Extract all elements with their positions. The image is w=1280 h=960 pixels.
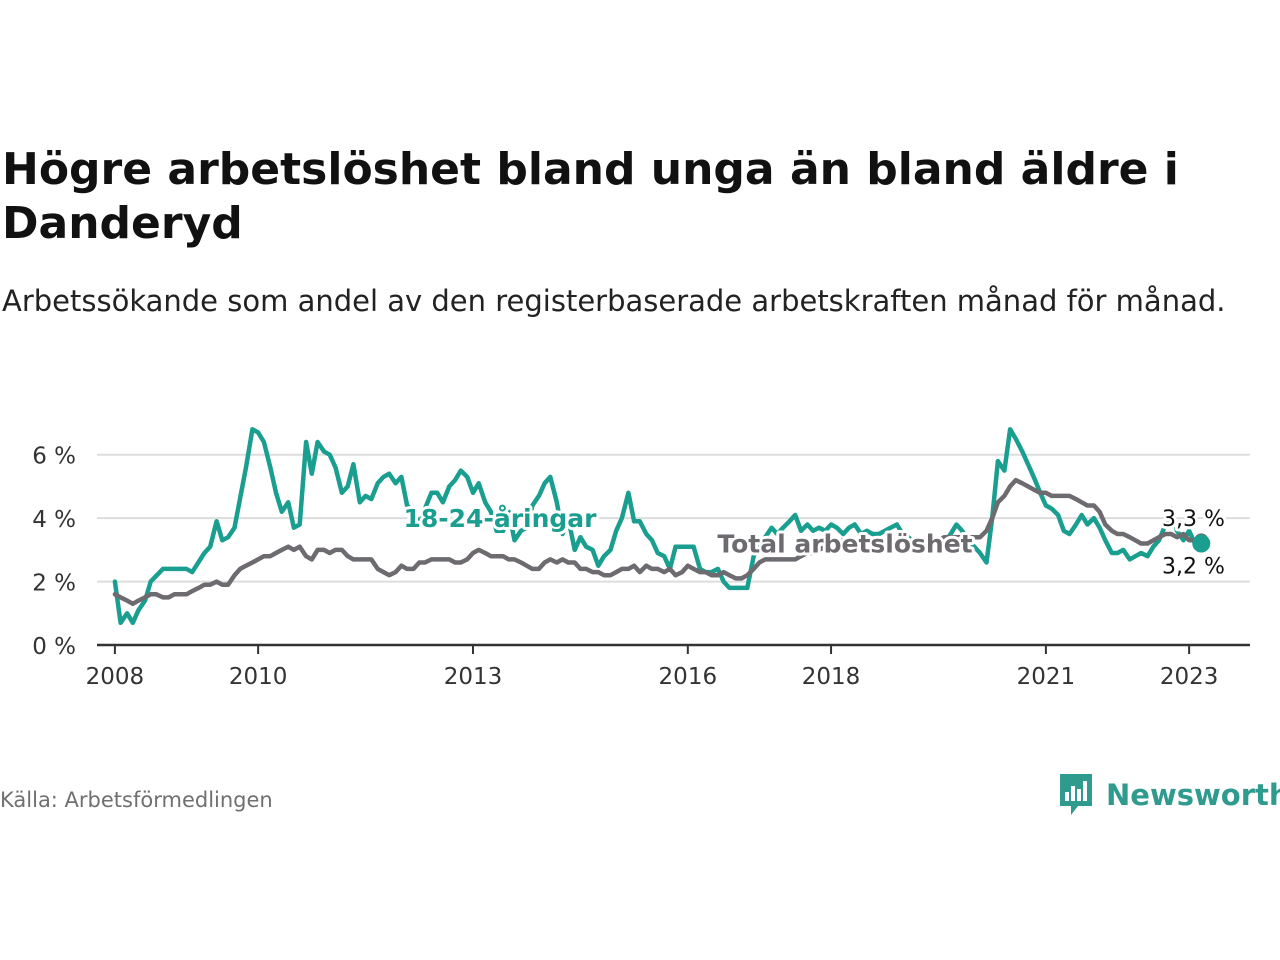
x-tick-label: 2010 [229,664,288,690]
line-chart: 0 % 2 % 4 % 6 % 2008 2010 2013 2016 2018 2021 202… [32,427,1250,690]
end-value-label-youth: 3,2 % [1162,555,1225,580]
chart-subtitle: Arbetssökande som andel av den registerb… [2,284,1226,318]
series-line-total [112,477,1204,607]
x-tick-label: 2013 [444,664,503,690]
y-tick-label: 6 % [32,444,76,470]
series-end-marker-youth [1192,534,1211,553]
series-line-youth [112,427,1204,626]
source-note: Källa: Arbetsförmedlingen [0,788,273,812]
x-tick-label: 2021 [1017,664,1076,690]
x-axis: 2008 2010 2013 2016 2018 2021 2023 [86,643,1250,690]
chart-title: Högre arbetslöshet bland unga än bland ä… [2,144,1179,249]
x-tick-label: 2023 [1160,664,1219,690]
x-tick-label: 2008 [86,664,145,690]
x-tick-label: 2018 [802,664,861,690]
series-label-total: Total arbetslöshet [717,530,972,559]
series-labels: 18-24-åringar Total arbetslöshet 3,3 % 3,2 … [401,501,1228,583]
end-value-label-total: 3,3 % [1162,507,1225,532]
y-tick-label: 4 % [32,507,76,533]
brand-logo[interactable]: Newsworthy [1058,772,1280,818]
y-tick-label: 2 % [32,571,76,597]
brand-name: Newsworthy [1106,778,1280,812]
series-lines [112,427,1211,626]
y-tick-label: 0 % [32,634,76,660]
y-axis: 0 % 2 % 4 % 6 % [32,444,76,660]
x-tick-label: 2016 [659,664,718,690]
series-label-youth: 18-24-åringar [404,504,598,533]
newsworthy-logo-icon [1060,774,1092,815]
